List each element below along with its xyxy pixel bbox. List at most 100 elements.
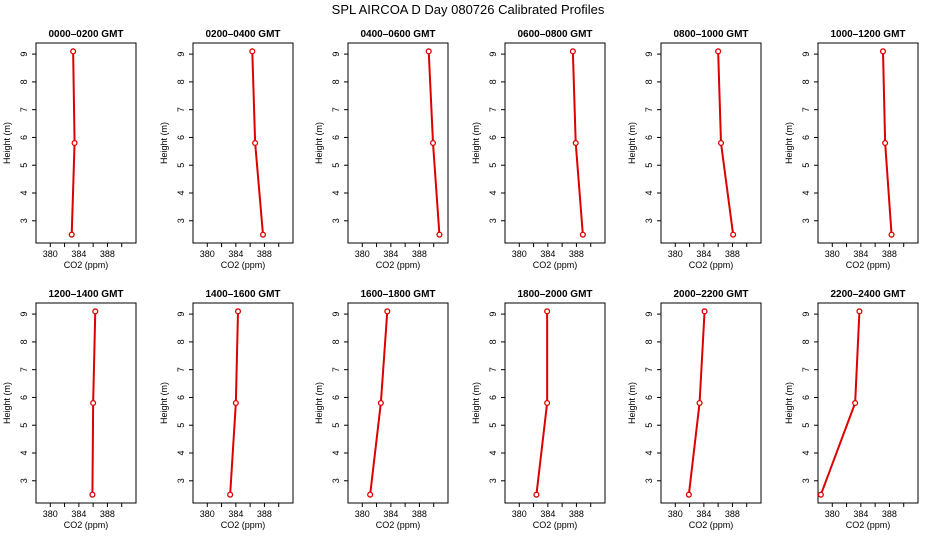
data-point <box>852 399 859 407</box>
y-tick-label: 9 <box>331 312 341 317</box>
data-point <box>89 491 96 498</box>
y-tick-label: 6 <box>801 395 811 400</box>
y-tick-label: 7 <box>19 107 29 112</box>
panel-title: 1200–1400 GMT <box>48 289 123 300</box>
y-tick-label: 6 <box>488 135 498 140</box>
x-tick-label: 380 <box>200 509 215 519</box>
data-point <box>68 231 75 238</box>
data-point <box>71 139 78 147</box>
y-tick-label: 5 <box>488 163 498 168</box>
data-point <box>685 491 692 498</box>
y-tick-label: 8 <box>488 79 498 84</box>
x-tick-label: 384 <box>853 509 868 519</box>
y-tick-label: 4 <box>644 450 654 455</box>
x-tick-label: 380 <box>43 509 58 519</box>
panel-title: 0600–0800 GMT <box>517 29 592 40</box>
x-tick-label: 388 <box>882 249 897 259</box>
y-tick-label: 6 <box>331 135 341 140</box>
x-tick-label: 384 <box>540 509 555 519</box>
y-tick-label: 3 <box>644 478 654 483</box>
plot-frame <box>347 42 449 244</box>
x-tick-label: 380 <box>512 509 527 519</box>
y-tick-label: 6 <box>801 135 811 140</box>
data-point <box>696 399 703 407</box>
y-tick-label: 7 <box>331 107 341 112</box>
y-tick-label: 4 <box>488 190 498 195</box>
y-tick-label: 4 <box>19 450 29 455</box>
y-tick-label: 4 <box>644 190 654 195</box>
x-tick-label: 388 <box>569 509 584 519</box>
data-point <box>879 48 887 55</box>
figure-title: SPL AIRCOA D Day 080726 Calibrated Profi… <box>332 2 605 17</box>
data-point <box>569 48 576 55</box>
y-tick-label: 7 <box>801 107 811 112</box>
plot-frame <box>35 42 137 244</box>
y-tick-label: 3 <box>176 218 186 223</box>
x-tick-label: 388 <box>257 249 272 259</box>
x-tick-label: 384 <box>71 509 86 519</box>
y-axis-label: Height (m) <box>471 382 481 424</box>
data-point <box>544 399 551 407</box>
data-point <box>232 399 239 407</box>
x-axis-label: CO2 (ppm) <box>533 260 578 270</box>
y-axis-label: Height (m) <box>2 382 12 424</box>
y-tick-label: 5 <box>19 163 29 168</box>
x-tick-label: 380 <box>355 509 370 519</box>
y-tick-label: 4 <box>19 190 29 195</box>
y-tick-label: 5 <box>176 163 186 168</box>
y-tick-label: 7 <box>801 367 811 372</box>
x-tick-label: 388 <box>725 249 740 259</box>
y-tick-label: 4 <box>488 450 498 455</box>
x-axis-label: CO2 (ppm) <box>64 520 109 530</box>
y-tick-label: 8 <box>19 339 29 344</box>
plot-frame <box>660 302 762 504</box>
data-point <box>715 48 722 55</box>
y-tick-label: 3 <box>331 478 341 483</box>
x-tick-label: 380 <box>200 249 215 259</box>
x-axis-label: CO2 (ppm) <box>64 260 109 270</box>
y-tick-label: 8 <box>19 79 29 84</box>
x-tick-label: 388 <box>412 509 427 519</box>
y-tick-label: 8 <box>644 79 654 84</box>
x-axis-label: CO2 (ppm) <box>376 260 421 270</box>
y-tick-label: 9 <box>488 312 498 317</box>
y-tick-label: 4 <box>331 450 341 455</box>
data-point <box>227 491 234 498</box>
plot-frame <box>660 42 762 244</box>
y-tick-label: 6 <box>488 395 498 400</box>
y-tick-label: 5 <box>176 423 186 428</box>
x-tick-label: 384 <box>228 249 243 259</box>
y-tick-label: 4 <box>801 190 811 195</box>
x-tick-label: 384 <box>383 509 398 519</box>
data-point <box>377 399 384 407</box>
data-point <box>717 139 725 147</box>
x-tick-label: 388 <box>412 249 427 259</box>
data-point <box>579 231 586 238</box>
y-tick-label: 5 <box>488 423 498 428</box>
y-tick-label: 3 <box>488 218 498 223</box>
y-tick-label: 3 <box>801 218 811 223</box>
y-tick-label: 8 <box>801 79 811 84</box>
panel-title: 1800–2000 GMT <box>517 289 592 300</box>
x-axis-label: CO2 (ppm) <box>846 260 891 270</box>
panel-title: 0400–0600 GMT <box>360 29 435 40</box>
plot-frame <box>347 302 449 504</box>
y-tick-label: 4 <box>176 450 186 455</box>
y-tick-label: 5 <box>331 163 341 168</box>
y-tick-label: 7 <box>19 367 29 372</box>
panel-title: 2200–2400 GMT <box>830 289 905 300</box>
data-point <box>817 491 824 498</box>
data-point <box>252 139 259 147</box>
y-tick-label: 9 <box>644 52 654 57</box>
panel-title: 1000–1200 GMT <box>830 29 905 40</box>
x-tick-label: 380 <box>668 509 683 519</box>
plot-frame <box>817 302 919 504</box>
x-tick-label: 388 <box>100 249 115 259</box>
